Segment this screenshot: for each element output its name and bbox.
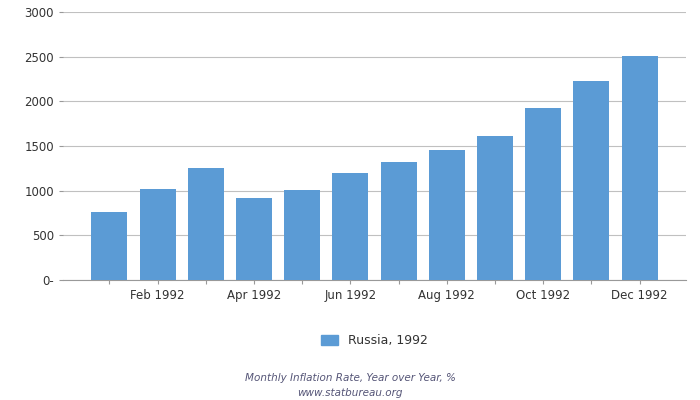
Legend: Russia, 1992: Russia, 1992 xyxy=(321,334,428,348)
Bar xyxy=(91,212,127,280)
Bar xyxy=(332,173,368,280)
Text: Monthly Inflation Rate, Year over Year, %: Monthly Inflation Rate, Year over Year, … xyxy=(244,373,456,383)
Bar xyxy=(428,150,465,280)
Text: www.statbureau.org: www.statbureau.org xyxy=(298,388,402,398)
Bar xyxy=(188,168,224,280)
Bar xyxy=(622,56,658,280)
Bar xyxy=(284,190,321,280)
Bar xyxy=(525,108,561,280)
Bar xyxy=(236,198,272,280)
Bar xyxy=(139,189,176,280)
Bar xyxy=(381,162,416,280)
Bar xyxy=(477,136,513,280)
Bar xyxy=(573,81,610,280)
